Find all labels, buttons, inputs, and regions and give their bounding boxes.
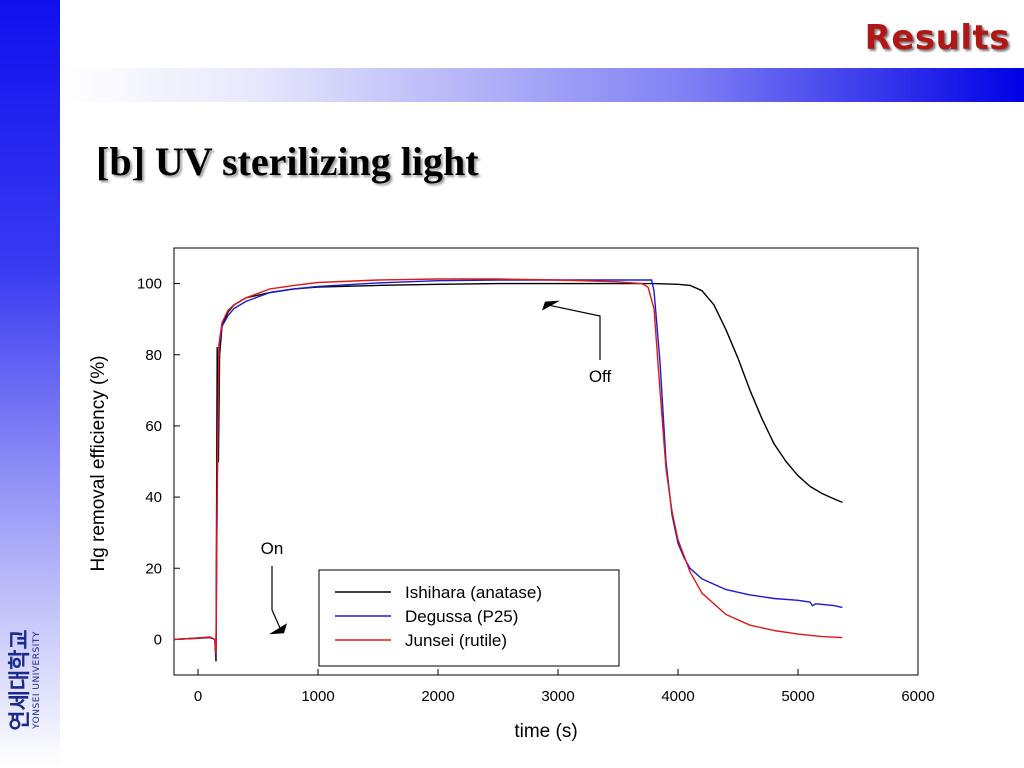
- y-tick-label: 20: [145, 560, 162, 577]
- y-tick-label: 40: [145, 489, 162, 506]
- plot-area-frame: [173, 247, 919, 676]
- legend-box: [318, 569, 620, 667]
- series-lines: [173, 278, 843, 662]
- on-arrow-line: [271, 566, 282, 631]
- y-tick-label: 100: [137, 276, 162, 293]
- annotations: On Off: [261, 300, 612, 635]
- slide-title: [b] UV sterilizing light: [96, 139, 479, 184]
- y-tick-label: 0: [154, 631, 162, 648]
- header-gradient-band: [60, 68, 1024, 102]
- x-tick-label: 5000: [781, 688, 814, 705]
- off-arrow-head: [542, 300, 560, 311]
- x-tick-label: 2000: [421, 688, 454, 705]
- header-title: Results: [864, 18, 1010, 58]
- on-arrow-head: [269, 623, 287, 635]
- legend-label: Junsei (rutile): [405, 631, 507, 650]
- x-axis-ticks: 0 1000 2000 3000 4000 5000 6000: [194, 669, 935, 705]
- y-tick-label: 60: [145, 418, 162, 435]
- x-tick-label: 0: [194, 688, 202, 705]
- legend: Ishihara (anatase) Degussa (P25) Junsei (r…: [318, 569, 620, 667]
- x-tick-label: 4000: [661, 688, 694, 705]
- x-axis-label: time (s): [514, 721, 577, 742]
- off-annotation-label: Off: [589, 367, 612, 386]
- x-tick-label: 3000: [541, 688, 574, 705]
- x-tick-label: 6000: [901, 688, 934, 705]
- legend-label: Degussa (P25): [405, 607, 518, 626]
- series-line-3: [173, 278, 843, 655]
- left-gradient-bar: [0, 0, 60, 768]
- off-arrow-line: [545, 303, 601, 360]
- y-axis-label: Hg removal efficiency (%): [88, 355, 109, 571]
- legend-label: Ishihara (anatase): [405, 583, 542, 602]
- on-annotation-label: On: [261, 539, 284, 558]
- y-axis-ticks: 0 20 40 60 80 100: [137, 276, 180, 648]
- x-tick-label: 1000: [301, 688, 334, 705]
- y-tick-label: 80: [145, 347, 162, 364]
